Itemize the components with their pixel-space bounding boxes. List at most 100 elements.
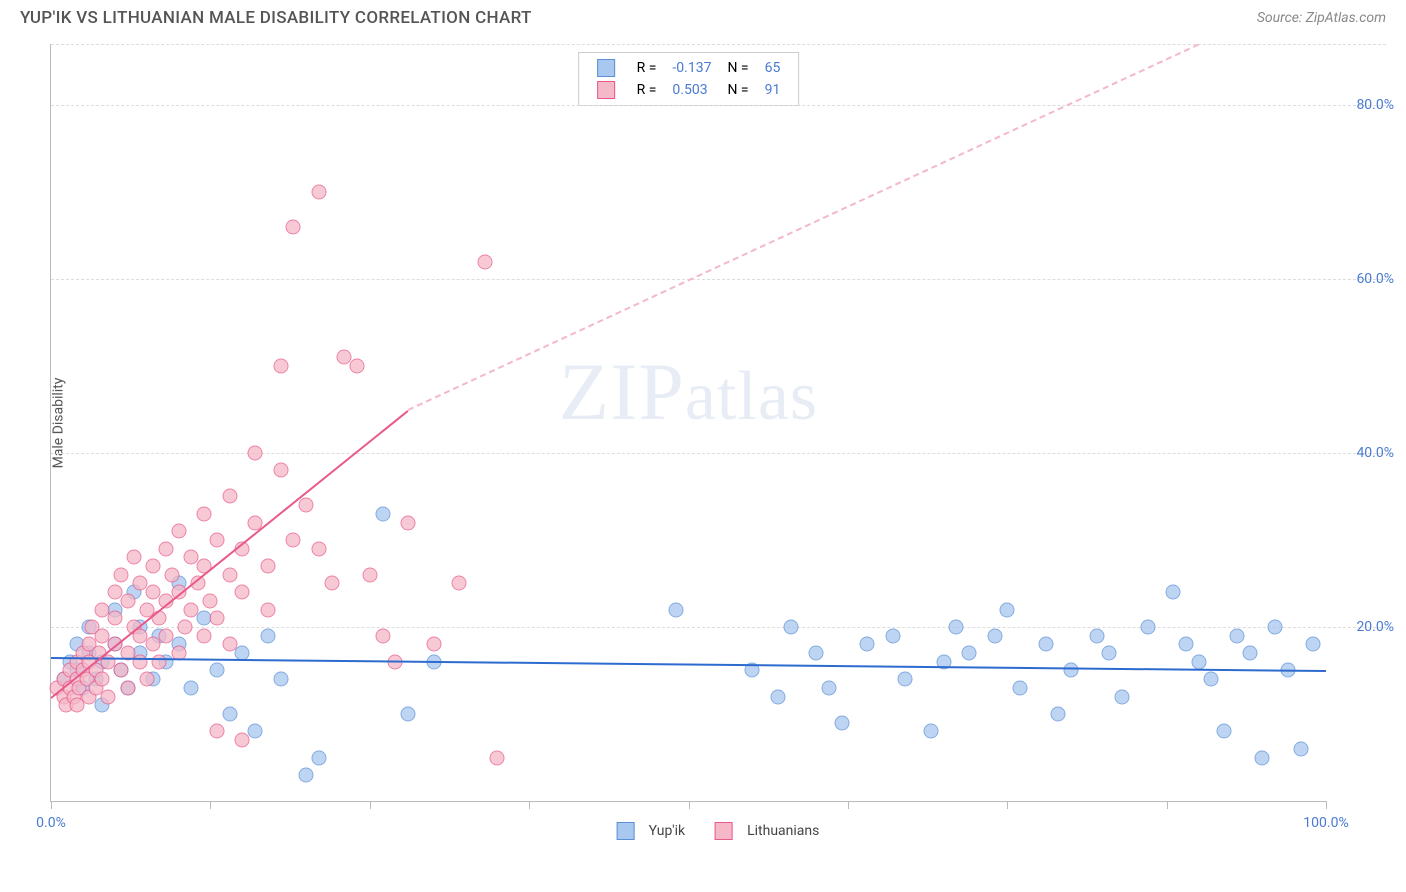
legend-r-label: R =	[629, 57, 665, 79]
data-point	[770, 689, 785, 704]
data-point	[1115, 689, 1130, 704]
data-point	[426, 637, 441, 652]
data-point	[260, 559, 275, 574]
legend-swatch	[597, 81, 615, 99]
data-point	[260, 602, 275, 617]
x-tick	[1326, 801, 1327, 809]
data-point	[120, 680, 135, 695]
x-tick	[1167, 801, 1168, 809]
data-point	[1204, 672, 1219, 687]
legend-n-label: N =	[719, 79, 756, 101]
legend-row: R =0.503N =91	[589, 79, 789, 101]
legend-r-label: R =	[629, 79, 665, 101]
x-tick-label: 100.0%	[1303, 815, 1348, 831]
legend-n-value: 91	[757, 79, 789, 101]
data-point	[184, 680, 199, 695]
data-point	[209, 663, 224, 678]
legend-n-label: N =	[719, 57, 756, 79]
data-point	[286, 532, 301, 547]
gridline	[51, 44, 1386, 45]
data-point	[209, 724, 224, 739]
chart-container: Male Disability ZIPatlas R =-0.137N =65R…	[50, 44, 1386, 852]
data-point	[452, 576, 467, 591]
data-point	[350, 358, 365, 373]
data-point	[171, 524, 186, 539]
y-tick-label: 60.0%	[1356, 271, 1394, 287]
data-point	[1013, 680, 1028, 695]
data-point	[962, 646, 977, 661]
data-point	[860, 637, 875, 652]
data-point	[146, 559, 161, 574]
data-point	[949, 619, 964, 634]
data-point	[222, 489, 237, 504]
legend-label: Yup'ik	[649, 823, 685, 839]
chart-title: YUP'IK VS LITHUANIAN MALE DISABILITY COR…	[20, 8, 532, 28]
data-point	[885, 628, 900, 643]
data-point	[1140, 619, 1155, 634]
data-point	[139, 672, 154, 687]
legend-item: Yup'ik	[617, 822, 685, 840]
data-point	[120, 593, 135, 608]
data-point	[311, 750, 326, 765]
x-tick	[848, 801, 849, 809]
data-point	[898, 672, 913, 687]
data-point	[311, 184, 326, 199]
data-point	[158, 541, 173, 556]
data-point	[668, 602, 683, 617]
data-point	[114, 663, 129, 678]
data-point	[1191, 654, 1206, 669]
watermark: ZIPatlas	[559, 345, 818, 439]
legend-n-value: 65	[757, 57, 789, 79]
legend-swatch	[715, 822, 733, 840]
data-point	[1166, 585, 1181, 600]
plot-area: Male Disability ZIPatlas R =-0.137N =65R…	[50, 44, 1326, 802]
data-point	[177, 619, 192, 634]
data-point	[1255, 750, 1270, 765]
x-tick	[210, 801, 211, 809]
data-point	[133, 654, 148, 669]
x-tick-label: 0.0%	[36, 815, 66, 831]
data-point	[477, 254, 492, 269]
data-point	[114, 567, 129, 582]
data-point	[1102, 646, 1117, 661]
data-point	[1000, 602, 1015, 617]
data-point	[362, 567, 377, 582]
data-point	[923, 724, 938, 739]
data-point	[1051, 707, 1066, 722]
legend-row: R =-0.137N =65	[589, 57, 789, 79]
legend-r-value: -0.137	[664, 57, 719, 79]
data-point	[299, 767, 314, 782]
legend-correlation: R =-0.137N =65R =0.503N =91	[578, 52, 800, 106]
data-point	[1268, 619, 1283, 634]
chart-header: YUP'IK VS LITHUANIAN MALE DISABILITY COR…	[0, 0, 1406, 34]
data-point	[299, 498, 314, 513]
data-point	[1306, 637, 1321, 652]
data-point	[165, 567, 180, 582]
data-point	[222, 707, 237, 722]
x-tick	[370, 801, 371, 809]
data-point	[821, 680, 836, 695]
data-point	[1242, 646, 1257, 661]
data-point	[834, 715, 849, 730]
data-point	[197, 628, 212, 643]
data-point	[273, 358, 288, 373]
x-tick	[529, 801, 530, 809]
data-point	[273, 672, 288, 687]
data-point	[401, 707, 416, 722]
data-point	[1229, 628, 1244, 643]
legend-swatch	[617, 822, 635, 840]
legend-item: Lithuanians	[715, 822, 819, 840]
data-point	[1064, 663, 1079, 678]
y-tick-label: 40.0%	[1356, 445, 1394, 461]
data-point	[222, 567, 237, 582]
chart-source: Source: ZipAtlas.com	[1257, 10, 1386, 26]
data-point	[235, 733, 250, 748]
data-point	[286, 219, 301, 234]
regression-line-ext	[408, 44, 1199, 411]
x-tick	[689, 801, 690, 809]
gridline	[51, 105, 1386, 106]
data-point	[809, 646, 824, 661]
data-point	[375, 628, 390, 643]
data-point	[222, 637, 237, 652]
data-point	[209, 611, 224, 626]
